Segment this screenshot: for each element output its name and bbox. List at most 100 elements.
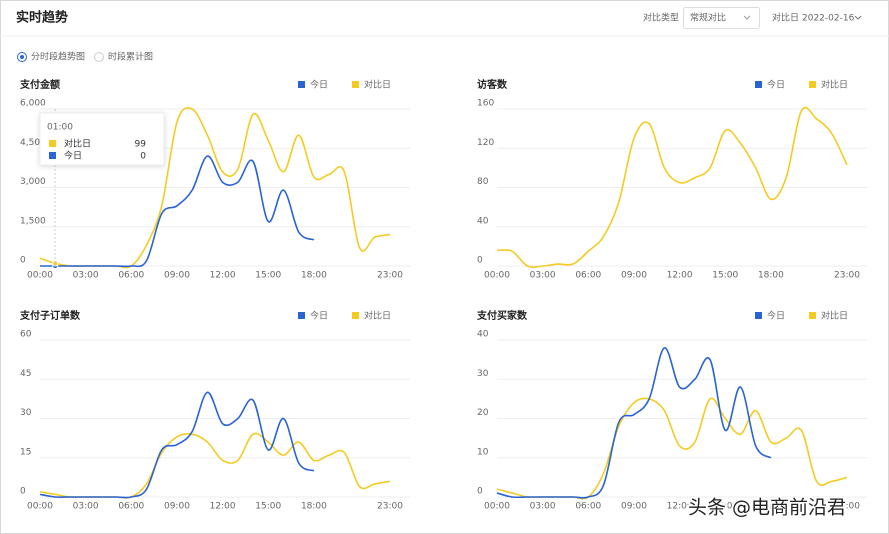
x-tick-label: 03:00 xyxy=(530,502,556,512)
compare-type-select[interactable] xyxy=(683,7,760,29)
y-tick-label: 1,500 xyxy=(20,216,46,226)
x-tick-label: 15:00 xyxy=(255,502,281,512)
radio-label: 时段累计图 xyxy=(108,51,153,63)
legend-swatch xyxy=(352,312,359,319)
x-tick-label: 18:00 xyxy=(301,502,327,512)
legend-label: 对比日 xyxy=(364,310,391,322)
chart-title: 支付金额 xyxy=(19,78,60,91)
x-tick-label: 06:00 xyxy=(575,502,601,512)
chart-title: 支付买家数 xyxy=(476,309,528,322)
series-line xyxy=(496,347,772,499)
x-tick-label: 18:00 xyxy=(758,502,784,512)
x-tick-label: 00:00 xyxy=(484,502,510,512)
x-tick-label: 23:00 xyxy=(834,271,860,281)
y-tick-label: 6,000 xyxy=(20,99,46,109)
y-tick-label: 40 xyxy=(477,216,489,226)
compare-day-label: 对比日 xyxy=(772,12,799,24)
y-tick-label: 45 xyxy=(20,369,31,379)
y-tick-label: 0 xyxy=(20,487,26,497)
chart-title: 访客数 xyxy=(477,78,508,91)
compare-type-value: 常规对比 xyxy=(690,12,726,24)
y-tick-label: 30 xyxy=(20,408,32,418)
x-tick-label: 12:00 xyxy=(210,271,236,281)
y-tick-label: 0 xyxy=(477,256,483,266)
x-tick-label: 15:00 xyxy=(712,502,738,512)
tooltip-swatch xyxy=(49,140,56,147)
series-line xyxy=(496,106,848,268)
y-tick-label: 0 xyxy=(477,487,483,497)
x-tick-label: 23:00 xyxy=(834,502,860,512)
x-tick-label: 23:00 xyxy=(377,502,403,512)
radio-label: 分时段趋势图 xyxy=(31,51,85,63)
series-line xyxy=(39,391,315,499)
x-tick-label: 12:00 xyxy=(667,502,693,512)
x-tick-label: 09:00 xyxy=(164,271,190,281)
x-tick-label: 18:00 xyxy=(301,271,327,281)
x-tick-label: 03:00 xyxy=(73,502,99,512)
y-tick-label: 30 xyxy=(477,369,489,379)
legend-label: 对比日 xyxy=(364,79,391,91)
x-tick-label: 09:00 xyxy=(621,502,647,512)
y-tick-label: 3,000 xyxy=(20,177,46,187)
tooltip-series: 今日 xyxy=(64,150,82,162)
x-tick-label: 03:00 xyxy=(73,271,99,281)
x-tick-label: 12:00 xyxy=(667,271,693,281)
y-tick-label: 4,500 xyxy=(20,138,46,148)
x-tick-label: 06:00 xyxy=(575,271,601,281)
x-tick-label: 09:00 xyxy=(164,502,190,512)
radio-dot xyxy=(20,55,24,59)
legend-label: 今日 xyxy=(767,79,785,91)
x-tick-label: 09:00 xyxy=(621,271,647,281)
tooltip-swatch xyxy=(49,152,56,159)
legend-label: 对比日 xyxy=(821,310,848,322)
y-tick-label: 0 xyxy=(20,256,26,266)
chart-title: 支付子订单数 xyxy=(19,309,81,322)
series-line xyxy=(40,155,315,268)
x-tick-label: 00:00 xyxy=(484,271,510,281)
tooltip-series: 对比日 xyxy=(64,138,91,150)
x-tick-label: 18:00 xyxy=(758,271,784,281)
y-tick-label: 80 xyxy=(477,177,489,187)
legend-label: 今日 xyxy=(767,310,785,322)
legend-label: 今日 xyxy=(310,310,328,322)
x-tick-label: 15:00 xyxy=(255,271,281,281)
x-tick-label: 06:00 xyxy=(118,502,144,512)
x-tick-label: 15:00 xyxy=(712,271,738,281)
y-tick-label: 15 xyxy=(20,447,31,457)
legend-swatch xyxy=(809,312,816,319)
legend-label: 对比日 xyxy=(821,79,848,91)
select-chevron xyxy=(743,15,751,20)
y-tick-label: 160 xyxy=(477,99,494,109)
legend-swatch xyxy=(755,312,762,319)
legend-swatch xyxy=(755,81,762,88)
legend-swatch xyxy=(298,312,305,319)
legend-swatch xyxy=(809,81,816,88)
x-tick-label: 03:00 xyxy=(530,271,556,281)
y-tick-label: 120 xyxy=(477,138,494,148)
x-tick-label: 00:00 xyxy=(27,271,53,281)
x-tick-label: 06:00 xyxy=(118,271,144,281)
tooltip-value: 0 xyxy=(140,152,146,162)
tooltip-time: 01:00 xyxy=(47,123,73,133)
tooltip: 01:00 对比日 99 今日 0 xyxy=(39,109,165,266)
x-tick-label: 23:00 xyxy=(377,271,403,281)
legend-label: 今日 xyxy=(310,79,328,91)
tooltip-value: 99 xyxy=(135,140,147,150)
compare-type-label: 对比类型 xyxy=(643,12,679,24)
page-title: 实时趋势 xyxy=(16,10,68,26)
y-tick-label: 40 xyxy=(477,330,489,340)
y-tick-label: 60 xyxy=(20,330,32,340)
legend-swatch xyxy=(352,81,359,88)
x-tick-label: 12:00 xyxy=(210,502,236,512)
compare-day-value[interactable]: 2022-02-16 xyxy=(802,14,855,24)
y-tick-label: 10 xyxy=(477,447,489,457)
legend-swatch xyxy=(298,81,305,88)
x-tick-label: 00:00 xyxy=(27,502,53,512)
radio-unselected[interactable] xyxy=(94,52,104,62)
tooltip-box xyxy=(39,112,165,166)
watermark: 头条 @电商前沿君 xyxy=(688,497,846,519)
